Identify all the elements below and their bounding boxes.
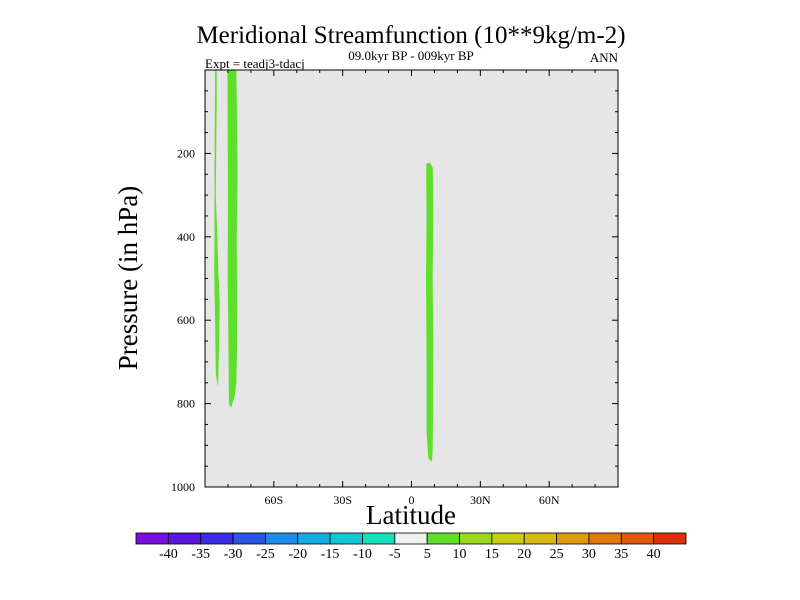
colorbar-label: 20 bbox=[517, 547, 531, 562]
colorbar-label: -20 bbox=[288, 547, 307, 562]
x-tick-label: 60S bbox=[264, 493, 283, 507]
colorbar-swatch bbox=[653, 532, 687, 545]
contour-regions bbox=[214, 70, 434, 462]
y-tick-label: 200 bbox=[177, 146, 195, 160]
y-tick-label: 600 bbox=[177, 313, 195, 327]
colorbar-swatch bbox=[459, 532, 493, 545]
colorbar-swatch bbox=[297, 532, 331, 545]
y-axis-label: Pressure (in hPa) bbox=[113, 186, 143, 370]
tick-labels: 60S 30S 0 30N 60N 200 400 600 800 1000 bbox=[171, 146, 560, 507]
colorbar-swatch bbox=[556, 532, 590, 545]
contour-region-2 bbox=[227, 70, 238, 408]
colorbar-swatch bbox=[329, 532, 363, 545]
colorbar-label: 30 bbox=[582, 547, 596, 562]
colorbar: -40 -35 -30 -25 -20 -15 -10 -5 5 10 15 20 25 30 35 40 bbox=[135, 532, 687, 562]
colorbar-swatch bbox=[167, 532, 202, 545]
x-tick-label: 60N bbox=[539, 493, 560, 507]
colorbar-swatch bbox=[265, 532, 299, 545]
plot-frame bbox=[204, 69, 619, 488]
colorbar-label: 25 bbox=[550, 547, 564, 562]
colorbar-swatch bbox=[394, 532, 428, 545]
colorbar-swatch bbox=[588, 532, 622, 545]
colorbar-label: -25 bbox=[256, 547, 275, 562]
y-tick-label: 400 bbox=[177, 230, 195, 244]
colorbar-swatch bbox=[232, 532, 266, 545]
colorbar-label: -10 bbox=[353, 547, 372, 562]
plot-area bbox=[205, 70, 618, 487]
colorbar-swatch bbox=[135, 532, 169, 545]
contour-region-3 bbox=[426, 162, 434, 462]
y-tick-label: 1000 bbox=[171, 480, 195, 494]
y-tick-label: 800 bbox=[177, 397, 195, 411]
colorbar-label: 15 bbox=[485, 547, 499, 562]
colorbar-swatch bbox=[362, 532, 396, 545]
x-tick-label: 30S bbox=[333, 493, 352, 507]
colorbar-label: 10 bbox=[453, 547, 467, 562]
colorbar-label: -35 bbox=[191, 547, 210, 562]
chart-subtitle: 09.0kyr BP - 009kyr BP bbox=[348, 48, 474, 63]
colorbar-label: -15 bbox=[321, 547, 340, 562]
experiment-label: Expt = teadj3-tdacj bbox=[205, 56, 305, 71]
contour-region-1 bbox=[214, 70, 220, 387]
colorbar-swatch bbox=[426, 532, 460, 545]
colorbar-label: 40 bbox=[647, 547, 661, 562]
x-tick-label: 0 bbox=[409, 493, 415, 507]
x-axis-label: Latitude bbox=[366, 500, 456, 530]
colorbar-swatch bbox=[620, 532, 655, 545]
chart-title: Meridional Streamfunction (10**9kg/m-2) bbox=[196, 22, 625, 49]
x-tick-label: 30N bbox=[470, 493, 491, 507]
season-label: ANN bbox=[590, 50, 619, 65]
colorbar-label: -30 bbox=[224, 547, 243, 562]
colorbar-swatch bbox=[200, 532, 234, 545]
colorbar-label: -40 bbox=[159, 547, 178, 562]
colorbar-swatch bbox=[491, 532, 525, 545]
colorbar-label: -5 bbox=[389, 547, 401, 562]
colorbar-swatch bbox=[523, 532, 557, 545]
colorbar-label: 5 bbox=[424, 547, 431, 562]
colorbar-label: 35 bbox=[614, 547, 628, 562]
